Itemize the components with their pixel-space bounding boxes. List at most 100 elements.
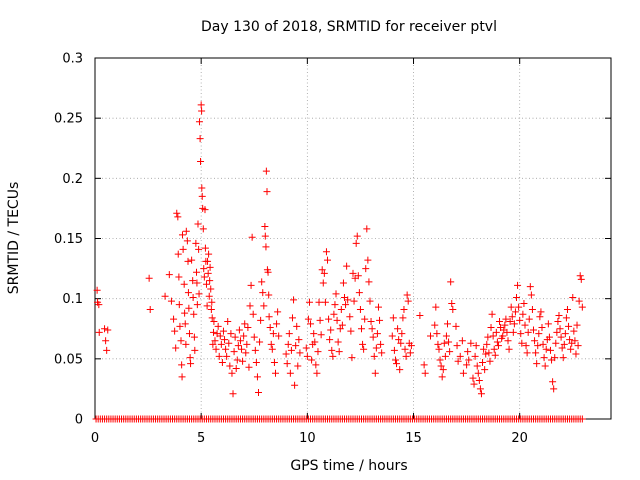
data-point xyxy=(234,342,242,350)
data-point xyxy=(545,333,553,341)
data-point xyxy=(312,361,320,369)
data-point xyxy=(398,330,406,338)
data-point xyxy=(467,339,475,347)
data-point xyxy=(511,308,519,316)
y-tick-label: 0.25 xyxy=(54,112,83,127)
data-point xyxy=(532,349,540,357)
data-point xyxy=(577,275,585,283)
data-point xyxy=(180,280,188,288)
data-point xyxy=(249,310,257,318)
data-point xyxy=(402,352,410,360)
data-point xyxy=(521,321,529,329)
data-point xyxy=(319,279,327,287)
data-point xyxy=(102,337,110,345)
data-point xyxy=(391,356,399,364)
data-point xyxy=(182,227,190,235)
data-point xyxy=(322,248,330,256)
data-point xyxy=(193,268,201,276)
data-point xyxy=(554,318,562,326)
data-point xyxy=(475,376,483,384)
data-point xyxy=(360,345,368,353)
data-point xyxy=(325,315,333,323)
x-tick-label: 20 xyxy=(511,431,528,446)
data-point xyxy=(377,340,385,348)
data-point xyxy=(210,318,218,326)
data-point xyxy=(449,305,457,313)
data-point xyxy=(174,213,182,221)
data-point xyxy=(557,333,565,341)
data-point xyxy=(226,362,234,370)
data-point xyxy=(260,302,268,310)
data-point xyxy=(374,303,382,311)
data-point xyxy=(258,278,266,286)
y-axis-title: SRMTID / TECUs xyxy=(6,182,22,295)
data-point xyxy=(235,326,243,334)
data-point xyxy=(363,225,371,233)
data-point xyxy=(518,339,526,347)
data-point xyxy=(263,188,271,196)
data-point xyxy=(515,303,523,311)
data-point xyxy=(373,330,381,338)
data-point xyxy=(161,292,169,300)
data-point xyxy=(359,340,367,348)
data-point xyxy=(339,279,347,287)
data-point xyxy=(262,243,270,251)
data-point xyxy=(177,337,185,345)
data-point xyxy=(390,346,398,354)
data-point xyxy=(456,352,464,360)
grid-lines xyxy=(95,58,611,419)
data-point xyxy=(443,320,451,328)
data-point xyxy=(215,352,223,360)
data-point xyxy=(190,310,198,318)
data-point xyxy=(463,361,471,369)
data-point xyxy=(407,342,415,350)
data-point xyxy=(368,325,376,333)
data-point xyxy=(534,342,542,350)
data-point xyxy=(520,299,528,307)
data-point xyxy=(501,321,509,329)
data-point xyxy=(307,320,315,328)
data-point xyxy=(336,325,344,333)
data-point xyxy=(170,315,178,323)
data-point xyxy=(471,352,479,360)
data-point xyxy=(420,361,428,369)
data-point xyxy=(212,345,220,353)
data-point xyxy=(225,339,233,347)
data-point xyxy=(314,348,322,356)
data-point xyxy=(146,305,154,313)
data-point xyxy=(561,330,569,338)
data-point xyxy=(103,346,111,354)
data-point xyxy=(265,291,273,299)
data-point xyxy=(488,310,496,318)
data-point xyxy=(399,314,407,322)
data-point xyxy=(454,357,462,365)
data-point xyxy=(243,340,251,348)
data-point xyxy=(477,390,485,398)
data-point xyxy=(227,330,235,338)
data-point xyxy=(189,277,197,285)
data-point xyxy=(242,349,250,357)
data-point xyxy=(505,345,513,353)
y-tick-label: 0.3 xyxy=(62,52,83,67)
data-point xyxy=(204,257,212,265)
data-point xyxy=(572,350,580,358)
data-point xyxy=(296,349,304,357)
data-point xyxy=(433,330,441,338)
data-point xyxy=(268,345,276,353)
data-point xyxy=(356,305,364,313)
data-point xyxy=(197,157,205,165)
data-point xyxy=(503,328,511,336)
data-point xyxy=(459,369,467,377)
data-point xyxy=(286,369,294,377)
data-point xyxy=(573,321,581,329)
data-point xyxy=(404,297,412,305)
data-point xyxy=(369,333,377,341)
data-point xyxy=(284,340,292,348)
data-point xyxy=(431,321,439,329)
data-point xyxy=(551,354,559,362)
data-point xyxy=(401,345,409,353)
data-point xyxy=(464,348,472,356)
data-point xyxy=(247,281,255,289)
data-point xyxy=(513,293,521,301)
data-point xyxy=(175,301,183,309)
